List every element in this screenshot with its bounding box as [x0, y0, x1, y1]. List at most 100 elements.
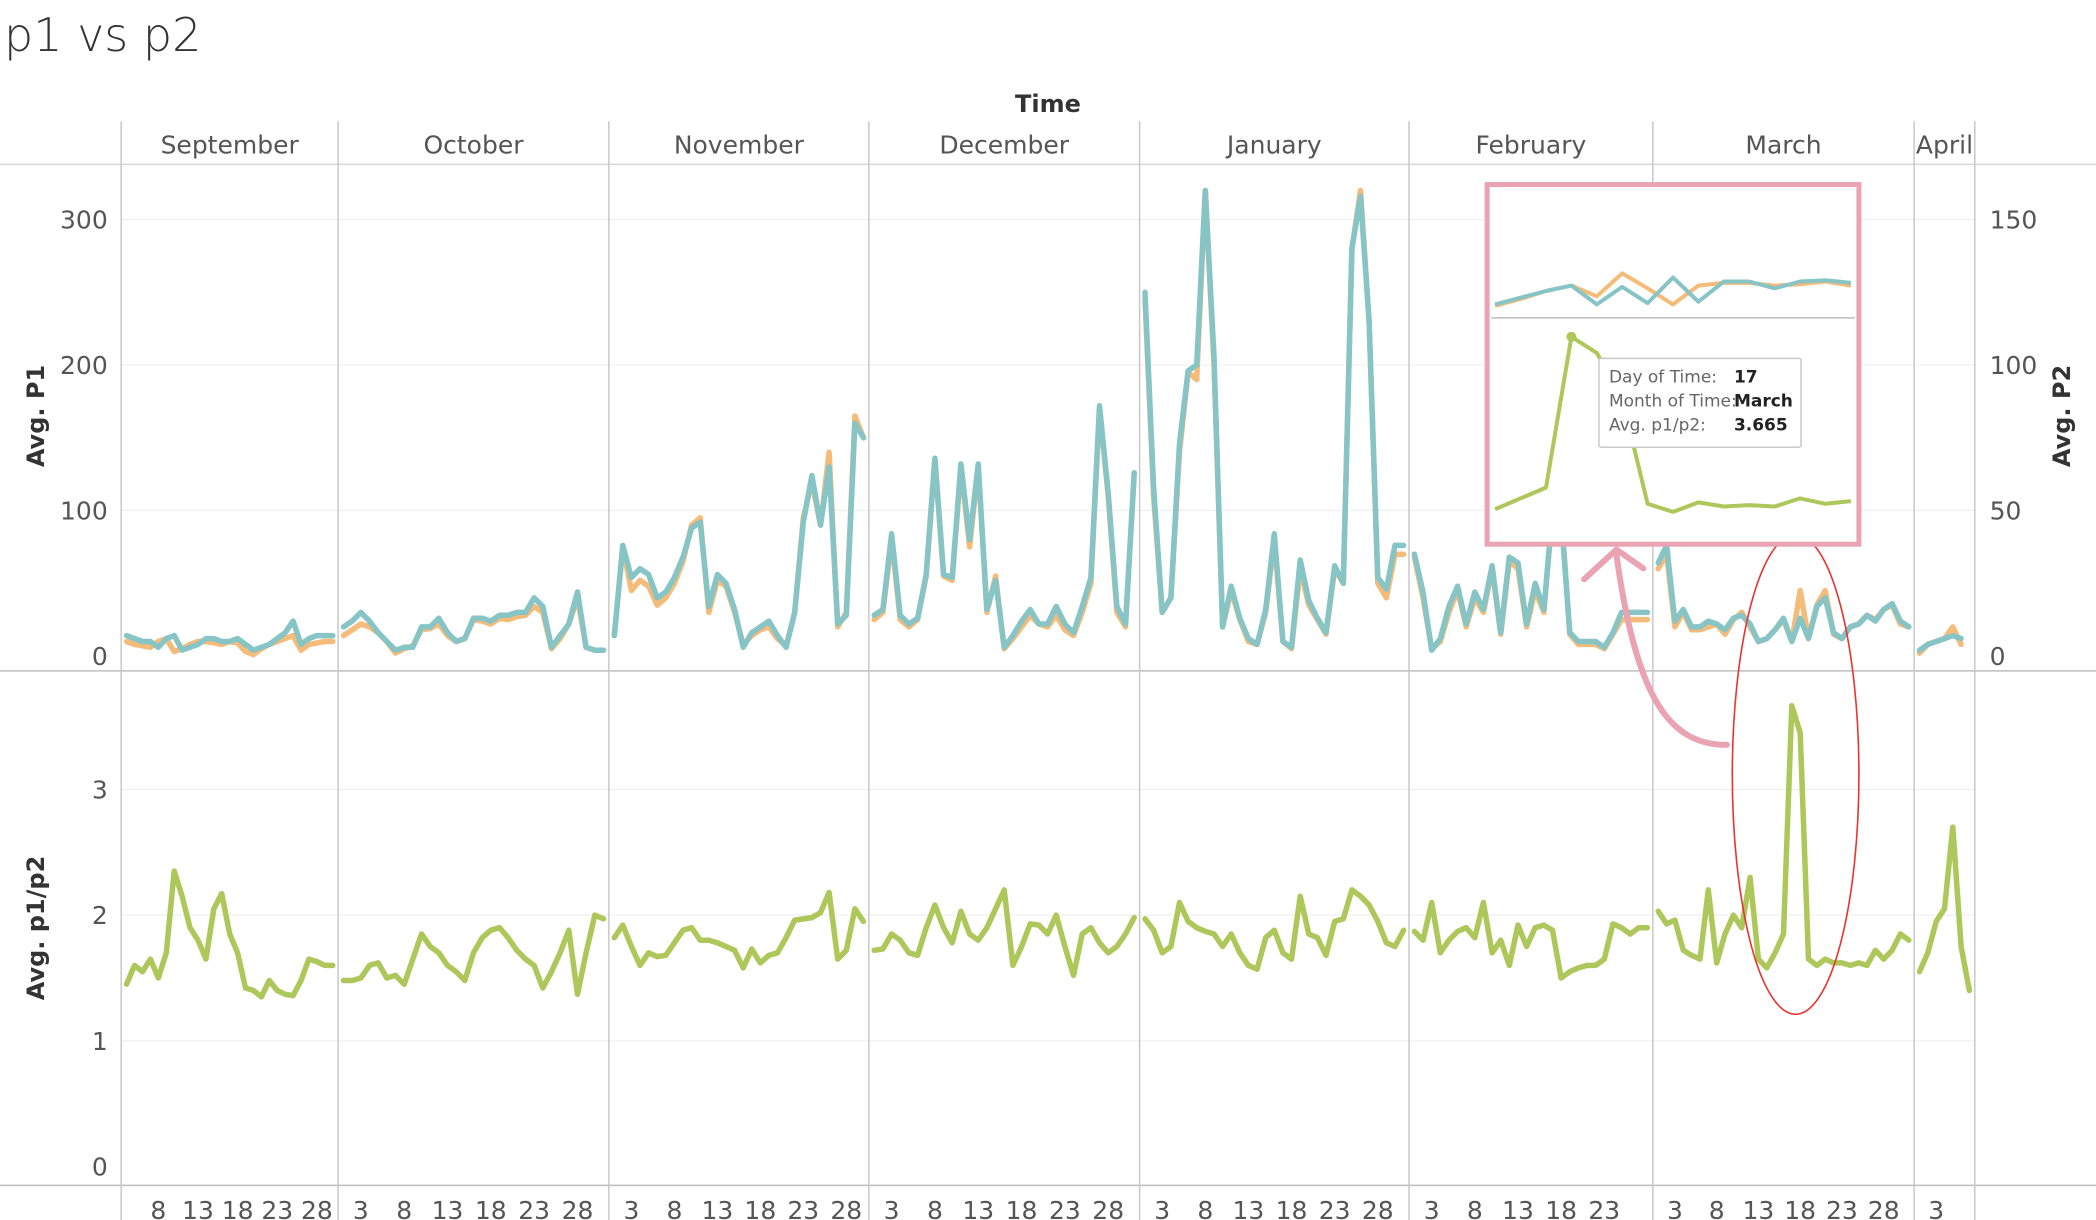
series-line-p2	[611, 420, 867, 651]
x-tick-label: 13	[1743, 1196, 1775, 1220]
x-tick-label: 8	[927, 1196, 943, 1220]
x-tick-label: 23	[787, 1196, 819, 1220]
x-tick-label: 3	[1424, 1196, 1440, 1220]
x-tick-label: 23	[1049, 1196, 1081, 1220]
bottom-pane-series	[123, 703, 1973, 1000]
y-tick-bottom: 3	[92, 775, 108, 804]
x-tick-label: 28	[1868, 1196, 1900, 1220]
series-line-p2	[123, 618, 336, 653]
series-line-p2	[871, 403, 1137, 651]
tooltip-value: March	[1734, 391, 1793, 411]
x-tick-label: 3	[884, 1196, 900, 1220]
x-tick-label: 13	[182, 1196, 214, 1220]
x-tick-label: 8	[1467, 1196, 1483, 1220]
series-line-ratio	[871, 887, 1137, 979]
chart-title: p1 vs p2	[4, 8, 202, 62]
x-tick-label: 13	[1233, 1196, 1265, 1220]
month-header: January	[1225, 131, 1322, 160]
x-tick-label: 28	[301, 1196, 333, 1220]
series-line-p2	[1142, 187, 1407, 651]
x-axis-ticks: 8 13 18 23 28 3 8 13 18 23 28 3 8 13 18 23 28 3 8 13 18 23 28 3…	[150, 1196, 1944, 1220]
x-tick-label: 23	[1826, 1196, 1858, 1220]
x-tick-label: 28	[830, 1196, 862, 1220]
y-axis-label-ratio: Avg. p1/p2	[22, 856, 50, 1001]
zoom-point-marker	[1566, 331, 1577, 342]
series-line-ratio	[123, 868, 336, 1000]
x-tick-label: 8	[396, 1196, 412, 1220]
month-header: April	[1916, 131, 1973, 160]
x-tick-label: 23	[1588, 1196, 1620, 1220]
y-axis-ticks: 300 200 100 0 150 100 50 0 3 2 1 0	[60, 206, 2037, 1182]
chart-frame	[0, 121, 2096, 1220]
series-line-p2	[1411, 507, 1651, 653]
tooltip-value: 17	[1734, 367, 1758, 387]
month-header: November	[674, 131, 805, 160]
month-header: September	[161, 131, 300, 160]
y-tick-bottom: 0	[92, 1153, 108, 1182]
y-tick-right: 0	[1990, 642, 2006, 671]
month-header: October	[423, 131, 524, 160]
y-tick-right: 50	[1990, 497, 2022, 526]
y-tick-left: 100	[60, 497, 108, 526]
x-tick-label: 18	[1006, 1196, 1038, 1220]
month-header: March	[1745, 131, 1821, 160]
x-tick-label: 18	[744, 1196, 776, 1220]
y-tick-left: 0	[92, 642, 108, 671]
zoom-line-ratio	[1494, 334, 1852, 514]
y-tick-left: 300	[60, 206, 108, 235]
x-tick-label: 13	[962, 1196, 994, 1220]
y-axis-label-p2: Avg. P2	[2048, 365, 2076, 467]
series-line-ratio	[1916, 824, 1973, 994]
x-tick-label: 13	[432, 1196, 464, 1220]
x-tick-label: 3	[353, 1196, 369, 1220]
x-tick-label: 18	[475, 1196, 507, 1220]
x-tick-label: 8	[1197, 1196, 1213, 1220]
x-tick-label: 8	[1709, 1196, 1725, 1220]
y-tick-right: 100	[1990, 351, 2038, 380]
annotations: Day of Time: 17 Month of Time:March Avg. p1…	[1484, 182, 1862, 1016]
x-tick-label: 23	[1319, 1196, 1351, 1220]
month-header: December	[939, 131, 1069, 160]
x-tick-label: 18	[222, 1196, 254, 1220]
x-tick-label: 3	[1154, 1196, 1170, 1220]
series-line-ratio	[1142, 887, 1407, 972]
x-tick-label: 13	[1502, 1196, 1534, 1220]
x-tick-label: 8	[150, 1196, 166, 1220]
x-tick-label: 28	[1092, 1196, 1124, 1220]
series-line-p2	[340, 589, 607, 653]
series-line-ratio	[340, 912, 607, 998]
tooltip-label: Day of Time:	[1609, 367, 1717, 387]
x-tick-label: 28	[562, 1196, 594, 1220]
series-line-ratio	[1411, 899, 1651, 981]
arrow-head	[1581, 546, 1647, 583]
x-tick-label: 18	[1276, 1196, 1308, 1220]
tooltip-box	[1598, 357, 1802, 448]
month-header: February	[1476, 131, 1587, 160]
y-tick-left: 200	[60, 351, 108, 380]
x-tick-label: 3	[623, 1196, 639, 1220]
y-tick-bottom: 2	[92, 901, 108, 930]
series-line-p2	[1916, 632, 1964, 653]
x-tick-label: 3	[1667, 1196, 1683, 1220]
x-tick-label: 23	[261, 1196, 293, 1220]
zoom-line-p2	[1494, 275, 1852, 307]
y-axis-label-p1: Avg. P1	[22, 365, 50, 467]
series-line-p1	[611, 413, 867, 649]
x-tick-label: 8	[666, 1196, 682, 1220]
x-tick-label: 3	[1928, 1196, 1944, 1220]
x-tick-label: 23	[518, 1196, 550, 1220]
month-headers: September October November December January F…	[161, 131, 1973, 160]
x-tick-label: 18	[1784, 1196, 1816, 1220]
series-line-ratio	[611, 889, 867, 971]
top-pane-series	[123, 187, 1964, 658]
x-tick-label: 13	[701, 1196, 733, 1220]
arrow-curve	[1613, 551, 1730, 748]
tooltip-label: Month of Time:	[1609, 391, 1737, 411]
tooltip-label: Avg. p1/p2:	[1609, 415, 1706, 435]
y-tick-bottom: 1	[92, 1027, 108, 1056]
x-tick-label: 28	[1362, 1196, 1394, 1220]
series-line-p2	[1655, 542, 1912, 645]
x-tick-label: 18	[1545, 1196, 1577, 1220]
y-tick-right: 150	[1990, 206, 2038, 235]
